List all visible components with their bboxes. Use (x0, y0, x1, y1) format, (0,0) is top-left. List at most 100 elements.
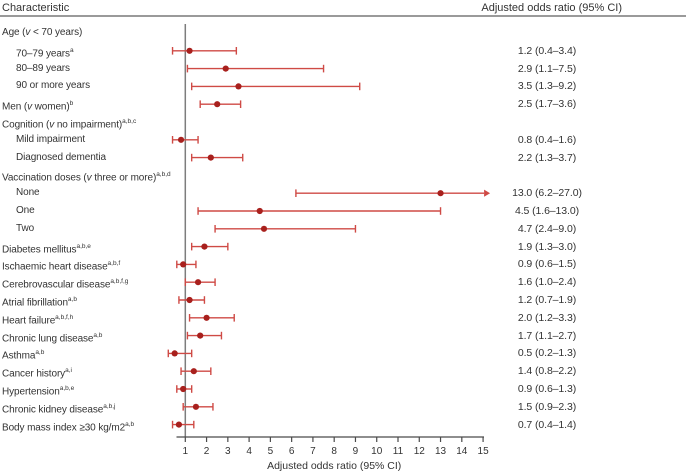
errorbar (171, 47, 238, 55)
x-axis-tick-label: 9 (352, 446, 359, 457)
errorbar (182, 403, 214, 411)
odds-ratio-value: 1.9 (1.3–3.0) (517, 240, 577, 253)
odds-ratio-value: 13.0 (6.2–27.0) (512, 187, 582, 200)
point-marker (207, 154, 214, 161)
point-marker (177, 136, 185, 143)
x-axis-tick-label: 13 (434, 446, 447, 457)
point-marker (171, 350, 178, 357)
footnote-marker: a,b (67, 296, 77, 303)
footnote-marker: a (69, 46, 74, 54)
footnote-marker: a,b (35, 349, 45, 357)
row-label: Atrial fibrillationa,b (2, 296, 77, 309)
row-label: One (16, 205, 35, 216)
point-marker (190, 368, 197, 375)
row-group-label: Age (v < 70 years) (2, 27, 83, 38)
footnote-marker: a,b,c (122, 118, 137, 125)
x-axis-tick-label: 5 (267, 446, 274, 457)
row-label: Chronic lung diseasea,b (2, 331, 103, 344)
odds-ratio-value: 1.6 (1.0–2.4) (517, 276, 577, 289)
footnote-marker: a,b (125, 420, 135, 428)
x-axis-tick-label: 3 (225, 446, 231, 457)
point-marker (186, 296, 193, 304)
x-axis-tick-label: 11 (392, 446, 404, 457)
point-marker (437, 190, 444, 197)
point-marker (260, 225, 268, 232)
row-label: Ischaemic heart diseasea,b,f (2, 260, 121, 273)
errorbar (171, 136, 199, 144)
errorbar (190, 153, 244, 162)
errorbar (176, 385, 193, 393)
point-marker (222, 65, 229, 72)
x-axis-tick-label: 1 (182, 446, 189, 457)
odds-ratio-value: 1.5 (0.9–2.3) (517, 400, 577, 413)
errorbar (186, 64, 325, 73)
odds-ratio-value: 0.7 (0.4–1.4) (517, 418, 577, 431)
point-marker (214, 101, 221, 108)
odds-ratio-value: 2.2 (1.3–3.7) (517, 151, 577, 164)
errorbar (199, 100, 242, 108)
errorbar (186, 331, 223, 340)
row-label: Body mass index ≥30 kg/m2a,b (2, 420, 135, 433)
point-marker (180, 385, 187, 393)
odds-ratio-column-header: Adjusted odds ratio (95% CI) (481, 2, 622, 14)
row-label: 70–79 yearsa (16, 46, 74, 60)
errorbar (295, 189, 491, 197)
errorbar (190, 82, 361, 91)
odds-ratio-value: 2.9 (1.1–7.5) (517, 62, 577, 75)
point-marker (235, 83, 242, 90)
point-marker (256, 207, 263, 215)
row-label: Hypertensiona,b,e (2, 385, 75, 398)
odds-ratio-value: 3.5 (1.3–9.2) (517, 80, 577, 93)
point-marker (186, 47, 193, 54)
errorbar (178, 296, 206, 304)
footnote-marker: a,b (93, 331, 103, 339)
errorbar (184, 278, 216, 286)
row-label: Two (16, 222, 35, 234)
row-label: Cerebrovascular diseasea,b,f,g (2, 278, 129, 291)
odds-ratio-value: 4.5 (1.6–13.0) (515, 205, 579, 217)
odds-ratio-value: 4.7 (2.4–9.0) (517, 222, 577, 235)
point-marker (194, 279, 202, 286)
errorbar (190, 242, 229, 251)
errorbar (197, 207, 442, 215)
x-axis-tick-label: 4 (246, 446, 252, 457)
x-axis-tick-label: 6 (288, 446, 295, 457)
odds-ratio-value: 0.9 (0.6–1.5) (517, 258, 577, 271)
row-label: Men (v women)b (2, 100, 74, 113)
errorbar (176, 260, 197, 269)
row-label: 80–89 years (16, 62, 70, 74)
odds-ratio-value: 0.8 (0.4–1.6) (517, 133, 577, 146)
errorbar (180, 367, 212, 375)
point-marker (201, 243, 208, 250)
arrow-right-icon (484, 189, 491, 197)
errorbar (167, 349, 193, 358)
row-label: Mild impairment (16, 133, 86, 145)
odds-ratio-value: 2.0 (1.2–3.3) (517, 311, 577, 324)
row-label: 90 or more years (16, 80, 90, 92)
x-axis-tick-label: 14 (456, 446, 468, 457)
row-label: Diabetes mellitusa,b,e (2, 242, 91, 255)
point-marker (175, 421, 183, 428)
footnote-marker: a,b,e (76, 242, 91, 250)
row-label: None (16, 187, 40, 199)
row-label: Asthmaa,b (2, 349, 45, 362)
x-axis-tick-label: 7 (310, 446, 316, 457)
row-label: Heart failurea,b,f,h (2, 313, 74, 327)
footnote-marker: a,b,e (59, 385, 75, 392)
row-label: Cancer historya,i (2, 367, 72, 380)
footnote-marker: a,i (65, 367, 72, 375)
row-group-label: Cognition (v no impairment)a,b,c (2, 118, 137, 131)
odds-ratio-value: 1.2 (0.4–3.4) (517, 44, 577, 57)
footnote-marker: a,b,d (156, 171, 171, 179)
errorbar (214, 225, 357, 233)
row-group-label: Vaccination doses (v three or more)a,b,d (2, 171, 171, 184)
point-marker (192, 403, 200, 410)
odds-ratio-value: 0.5 (0.2–1.3) (517, 347, 577, 360)
x-axis-tick-label: 8 (331, 446, 337, 457)
row-label: Chronic kidney diseasea,b,j (2, 402, 116, 416)
x-axis-title: Adjusted odds ratio (95% CI) (267, 460, 402, 472)
header-rule (0, 15, 686, 17)
x-axis-tick-label: 12 (413, 446, 425, 457)
